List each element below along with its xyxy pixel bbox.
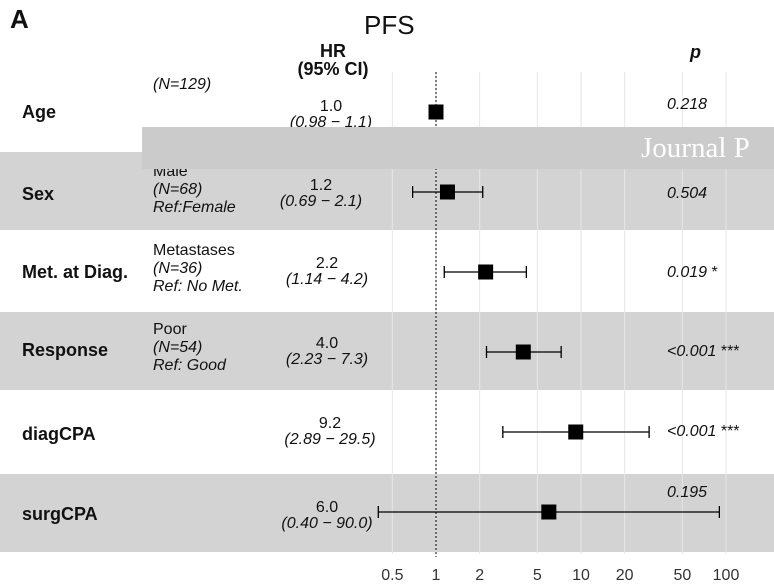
row-band xyxy=(0,312,774,390)
hr-text-surgcpa: 6.0 (0.40 − 90.0) xyxy=(281,499,373,532)
variable-label-sex: Sex xyxy=(22,184,55,204)
p-value-sex: 0.504 xyxy=(667,185,708,202)
x-tick-label: 20 xyxy=(616,567,634,584)
variable-label-surgcpa: surgCPA xyxy=(22,504,98,524)
chart-title: PFS xyxy=(364,10,415,40)
hr-marker xyxy=(478,264,494,280)
hr-marker xyxy=(428,104,444,120)
hr-marker xyxy=(515,344,531,360)
x-tick-label: 100 xyxy=(713,567,740,584)
level-label-sex: Male (N=68) Ref:Female xyxy=(153,163,236,216)
p-value-met-at-diag: 0.019 * xyxy=(667,264,718,281)
p-value-surgcpa: 0.195 xyxy=(667,484,708,501)
n-label-age: (N=129) xyxy=(153,76,212,93)
hr-marker xyxy=(568,424,584,440)
hr-ci-header: HR (95% CI) xyxy=(288,42,378,78)
x-tick-label: 5 xyxy=(533,567,542,584)
x-tick-label: 0.5 xyxy=(381,567,403,584)
variable-label-response: Response xyxy=(22,340,109,360)
p-value-response: <0.001 *** xyxy=(667,343,740,360)
row-band xyxy=(0,474,774,552)
x-tick-label: 1 xyxy=(432,567,441,584)
hr-text-response: 4.0 (2.23 − 7.3) xyxy=(285,335,369,368)
x-tick-label: 10 xyxy=(572,567,590,584)
x-tick-label: 50 xyxy=(673,567,691,584)
ci-header: (95% CI) xyxy=(297,59,369,79)
variable-label-diagcpa: diagCPA xyxy=(22,424,96,444)
panel-label: A xyxy=(10,4,29,34)
x-tick-label: 2 xyxy=(475,567,484,584)
hr-text-met-at-diag: 2.2 (1.14 − 4.2) xyxy=(285,255,369,288)
p-header: p xyxy=(690,42,701,62)
hr-header: HR xyxy=(320,41,346,61)
hr-text-age: 1.0 (0.98 − 1.1) xyxy=(289,98,373,131)
level-label-met-at-diag: Metastases (N=36) Ref: No Met. xyxy=(153,242,243,295)
p-value-age: 0.218 xyxy=(667,96,708,113)
variable-label-age: Age xyxy=(22,102,57,122)
watermark-text: Journal P xyxy=(641,132,750,164)
hr-marker xyxy=(439,184,455,200)
hr-marker xyxy=(541,504,557,520)
hr-text-sex: 1.2 (0.69 − 2.1) xyxy=(279,177,363,210)
level-label-response: Poor (N=54) Ref: Good xyxy=(153,321,226,374)
variable-label-met-at-diag: Met. at Diag. xyxy=(22,262,129,282)
watermark-banner: Journal P xyxy=(142,127,774,169)
hr-text-diagcpa: 9.2 (2.89 − 29.5) xyxy=(284,415,376,448)
p-value-diagcpa: <0.001 *** xyxy=(667,423,740,440)
